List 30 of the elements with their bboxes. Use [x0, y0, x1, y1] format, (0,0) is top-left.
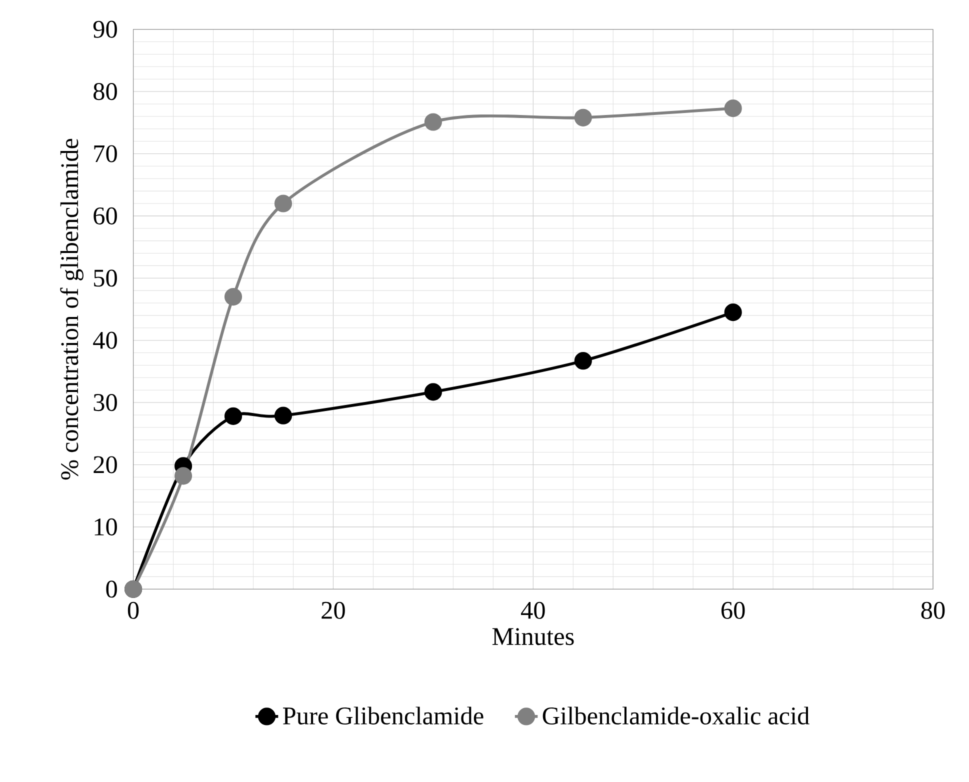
y-tick-label: 20 — [94, 456, 117, 474]
x-axis-title: Minutes — [492, 628, 574, 645]
y-axis-title: % concentration of glibenclamide — [60, 138, 84, 480]
y-tick-label: 10 — [94, 518, 117, 536]
y-tick-label: 40 — [93, 332, 117, 349]
x-tick-label: 0 — [128, 602, 139, 619]
point — [424, 382, 442, 401]
point — [224, 407, 242, 425]
legend-label: Gilbenclamide-oxalic acid — [542, 706, 810, 724]
x-tick-label: 40 — [520, 602, 545, 619]
point — [274, 194, 292, 212]
y-tick-label: 70 — [94, 145, 117, 162]
point — [424, 113, 442, 131]
point — [224, 288, 242, 306]
x-tick-label: 20 — [322, 602, 345, 619]
point — [724, 303, 742, 321]
y-tick-label: 0 — [106, 580, 117, 598]
y-tick-label: 90 — [93, 20, 117, 38]
x-tick-label: 80 — [921, 602, 945, 619]
legend-label: Pure Glibenclamide — [283, 706, 484, 724]
y-tick-label: 30 — [94, 394, 117, 411]
y-tick-label: 60 — [94, 207, 117, 224]
y-tick-label: 50 — [94, 269, 117, 286]
y-tick-label: 80 — [94, 82, 117, 100]
point — [274, 406, 292, 424]
point — [574, 352, 592, 370]
point — [174, 466, 192, 485]
x-tick-label: 60 — [722, 602, 745, 619]
point — [574, 108, 592, 126]
point — [724, 99, 742, 117]
